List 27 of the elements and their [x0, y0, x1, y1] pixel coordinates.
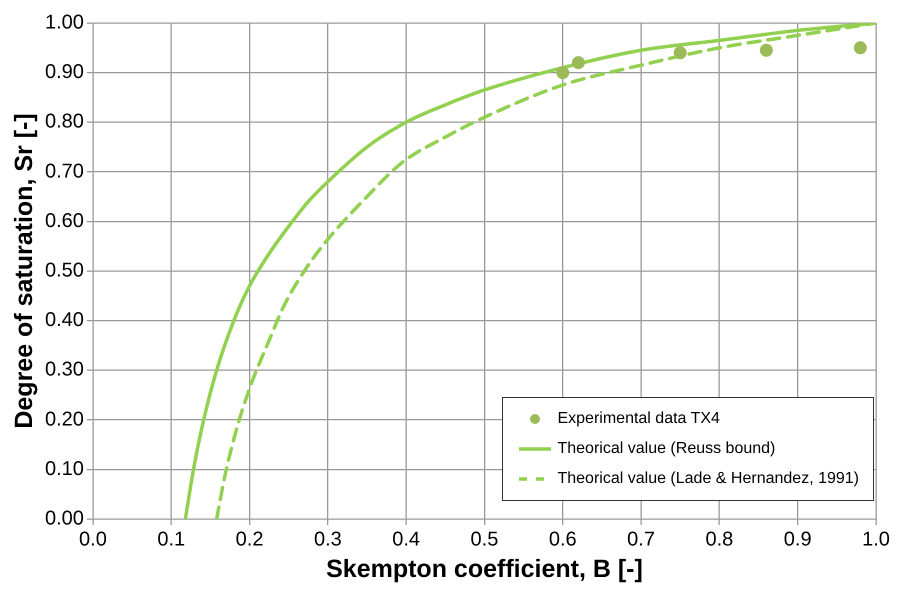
y-tick-label: 0.60	[44, 210, 84, 232]
legend-label: Experimental data TX4	[557, 410, 720, 428]
y-tick-label: 0.30	[44, 358, 84, 381]
x-tick-label: 1.0	[862, 528, 890, 551]
x-axis-title: Skempton coefficient, B [-]	[326, 554, 643, 583]
y-tick-label: 0.90	[44, 61, 84, 84]
x-tick-label: 0.1	[157, 528, 186, 551]
x-tick-label: 0.0	[79, 528, 107, 551]
legend-label: Theorical value (Lade & Hernandez, 1991)	[557, 470, 859, 488]
x-tick-label: 0.7	[627, 528, 655, 551]
y-tick-label: 0.00	[44, 508, 84, 530]
y-tick-label: 0.20	[44, 408, 84, 430]
x-tick-label: 0.4	[392, 528, 420, 551]
y-tick-label: 0.70	[44, 160, 84, 182]
y-tick-label: 0.50	[44, 260, 84, 282]
x-tick-label: 0.5	[470, 528, 498, 551]
x-tick-label: 0.8	[705, 528, 734, 551]
legend-label: Theorical value (Reuss bound)	[557, 440, 776, 458]
y-axis-title: Degree of saturation, Sr [-]	[10, 113, 38, 429]
x-tick-label: 0.2	[236, 528, 264, 551]
y-tick-label: 0.40	[44, 309, 84, 332]
x-tick-label: 0.3	[314, 528, 342, 551]
x-tick-label: 0.9	[784, 528, 812, 551]
y-tick-label: 0.10	[44, 458, 84, 480]
x-tick-label: 0.6	[548, 528, 577, 551]
y-tick-label: 1.00	[44, 12, 84, 34]
y-tick-label: 0.80	[44, 110, 84, 133]
